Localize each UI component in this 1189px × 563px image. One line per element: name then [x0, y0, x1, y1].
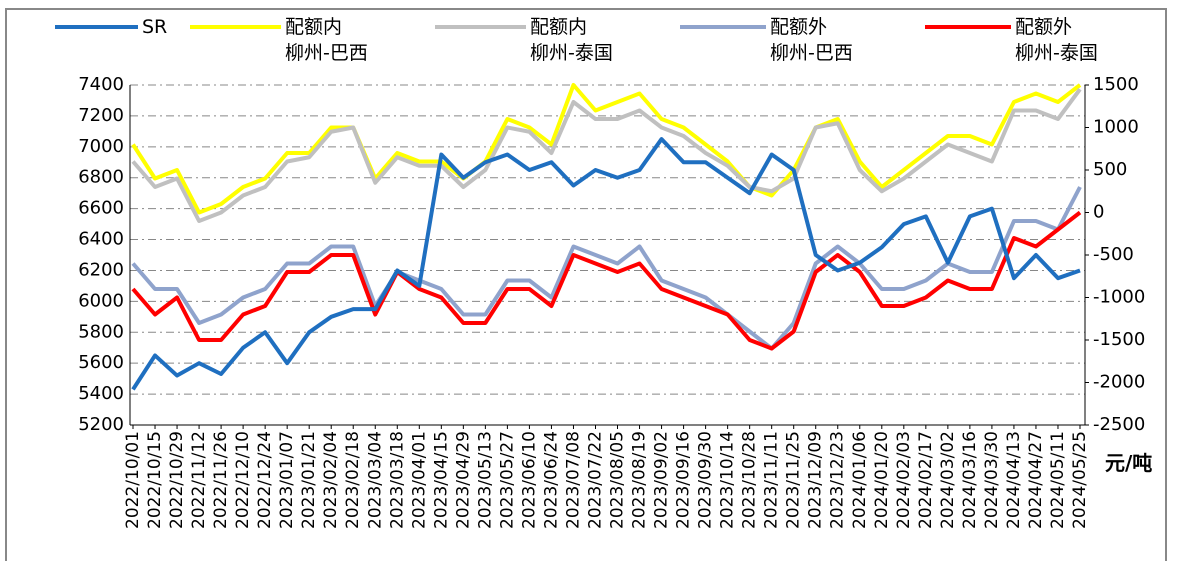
- x-tick-label: 2023/03/04: [365, 431, 385, 529]
- x-tick-label: 2024/01/20: [872, 431, 892, 529]
- y-tick-label: 6200: [78, 259, 124, 280]
- unit-label: 元/吨: [1105, 451, 1152, 475]
- x-tick-label: 2024/02/03: [894, 431, 914, 529]
- x-tick-label: 2023/09/16: [674, 431, 694, 529]
- x-tick-label: 2023/04/01: [409, 431, 429, 529]
- x-tick-label: 2023/08/05: [608, 431, 628, 529]
- y-tick-label: 5200: [78, 414, 124, 435]
- x-tick-label: 2024/04/13: [1004, 431, 1024, 529]
- series-line: [131, 186, 1082, 351]
- x-tick-label: 2023/12/23: [828, 431, 848, 529]
- x-tick-label: 2023/05/27: [497, 431, 517, 529]
- legend-swatch: [55, 25, 138, 29]
- legend-swatch: [925, 25, 1011, 29]
- x-tick-label: 2022/12/24: [255, 431, 275, 529]
- y-tick-label: 7400: [78, 74, 124, 95]
- x-tick-label: 2023/07/08: [563, 431, 583, 529]
- legend-swatch: [680, 25, 766, 29]
- x-tick-label: 2022/12/10: [233, 431, 253, 529]
- x-tick-label: 2023/05/13: [475, 431, 495, 529]
- x-tick-label: 2023/12/09: [806, 431, 826, 529]
- y-tick-label: 5600: [78, 352, 124, 373]
- y-tick-label: 6600: [78, 198, 124, 219]
- x-tick-label: 2022/10/15: [145, 431, 165, 529]
- x-tick-label: 2022/10/01: [123, 431, 143, 529]
- y2-tick-label: 500: [1093, 159, 1127, 180]
- x-tick-label: 2023/06/24: [541, 431, 561, 529]
- x-tick-label: 2024/03/02: [938, 431, 958, 529]
- y-tick-label: 6800: [78, 167, 124, 188]
- frame: [5, 8, 1167, 561]
- x-tick-label: 2022/10/29: [167, 431, 187, 529]
- legend-label: 配额外 柳州-泰国: [1015, 16, 1098, 64]
- legend-label: 配额内 柳州-巴西: [285, 16, 368, 64]
- y2-tick-label: 1500: [1093, 74, 1139, 95]
- y2-tick-label: -500: [1093, 244, 1134, 265]
- y2-tick-label: 0: [1093, 202, 1104, 223]
- legend-label: SR: [142, 16, 168, 38]
- x-tick-label: 2023/10/14: [718, 431, 738, 529]
- x-tick-label: 2024/04/27: [1026, 431, 1046, 529]
- x-tick-label: 2023/02/04: [321, 431, 341, 529]
- x-tick-label: 2022/11/26: [211, 431, 231, 529]
- x-tick-label: 2023/01/21: [299, 431, 319, 529]
- x-tick-label: 2023/01/07: [277, 431, 297, 529]
- x-tick-label: 2023/08/19: [630, 431, 650, 529]
- y-tick-label: 7200: [78, 105, 124, 126]
- x-tick-label: 2024/03/16: [960, 431, 980, 529]
- x-tick-label: 2022/11/12: [189, 431, 209, 529]
- y-tick-label: 6400: [78, 229, 124, 250]
- legend-swatch: [190, 25, 281, 29]
- x-tick-label: 2023/03/18: [387, 431, 407, 529]
- x-tick-label: 2024/05/11: [1048, 431, 1068, 529]
- series-line: [131, 210, 1082, 351]
- y-tick-label: 6000: [78, 290, 124, 311]
- x-tick-label: 2023/06/10: [519, 431, 539, 529]
- series-line: [131, 137, 1081, 391]
- y2-tick-label: -2000: [1093, 372, 1145, 393]
- y2-tick-label: -1000: [1093, 287, 1145, 308]
- legend-label: 配额外 柳州-巴西: [770, 16, 853, 64]
- x-tick-label: 2023/04/29: [453, 431, 473, 529]
- y2-tick-label: 1000: [1093, 117, 1139, 138]
- x-tick-label: 2024/03/30: [982, 431, 1002, 529]
- x-tick-label: 2023/02/18: [343, 431, 363, 529]
- x-tick-label: 2023/07/22: [585, 431, 605, 529]
- x-tick-label: 2023/11/25: [784, 431, 804, 529]
- x-tick-label: 2023/09/02: [652, 431, 672, 529]
- x-tick-label: 2024/02/17: [916, 431, 936, 529]
- x-tick-label: 2024/01/06: [850, 431, 870, 529]
- y-tick-label: 7000: [78, 136, 124, 157]
- y-tick-label: 5400: [78, 383, 124, 404]
- x-tick-label: 2023/09/30: [696, 431, 716, 529]
- series-line: [131, 83, 1082, 215]
- y2-tick-label: -2500: [1093, 414, 1145, 435]
- series-line: [131, 88, 1082, 223]
- x-tick-label: 2023/11/11: [762, 431, 782, 529]
- x-tick-label: 2023/10/28: [740, 431, 760, 529]
- legend-label: 配额内 柳州-泰国: [530, 16, 613, 64]
- y2-tick-label: -1500: [1093, 329, 1145, 350]
- x-tick-label: 2024/05/25: [1070, 431, 1090, 529]
- x-tick-label: 2023/04/15: [431, 431, 451, 529]
- y-tick-label: 5800: [78, 321, 124, 342]
- legend-swatch: [435, 25, 526, 29]
